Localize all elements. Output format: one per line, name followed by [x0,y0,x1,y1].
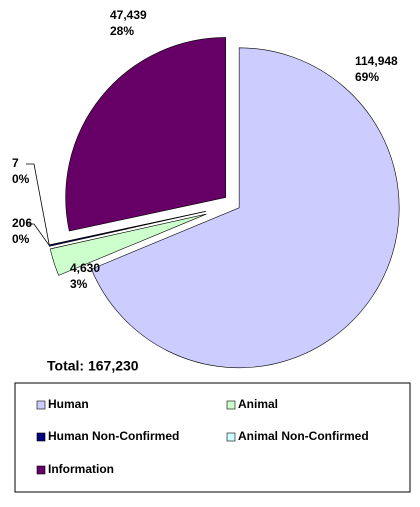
legend-swatch [36,432,46,442]
legend-label: Human [48,397,89,411]
percent-label: 0% [12,172,30,186]
legend-label: Information [48,462,114,476]
percent-label: 0% [12,232,30,246]
value-label: 206 [12,216,32,230]
pie-slice [49,213,207,276]
leader-line [26,223,50,246]
legend-box [14,382,411,493]
value-label: 114,948 [355,54,398,68]
total-label: Total: 167,230 [47,358,139,374]
value-label: 4,630 [70,261,100,275]
pie-slice [90,47,400,369]
percent-label: 28% [110,24,134,38]
value-label: 47,439 [110,8,147,22]
legend-label: Animal Non-Confirmed [238,429,369,443]
legend-swatch [36,465,46,475]
percent-label: 3% [70,277,88,291]
legend-swatch [226,400,236,410]
legend-label: Human Non-Confirmed [48,429,179,443]
percent-label: 69% [355,70,379,84]
legend-swatch [226,432,236,442]
legend-swatch [36,400,46,410]
pie-slice [65,37,226,232]
leader-line [26,163,50,246]
value-label: 7 [12,156,19,170]
legend-label: Animal [238,397,278,411]
